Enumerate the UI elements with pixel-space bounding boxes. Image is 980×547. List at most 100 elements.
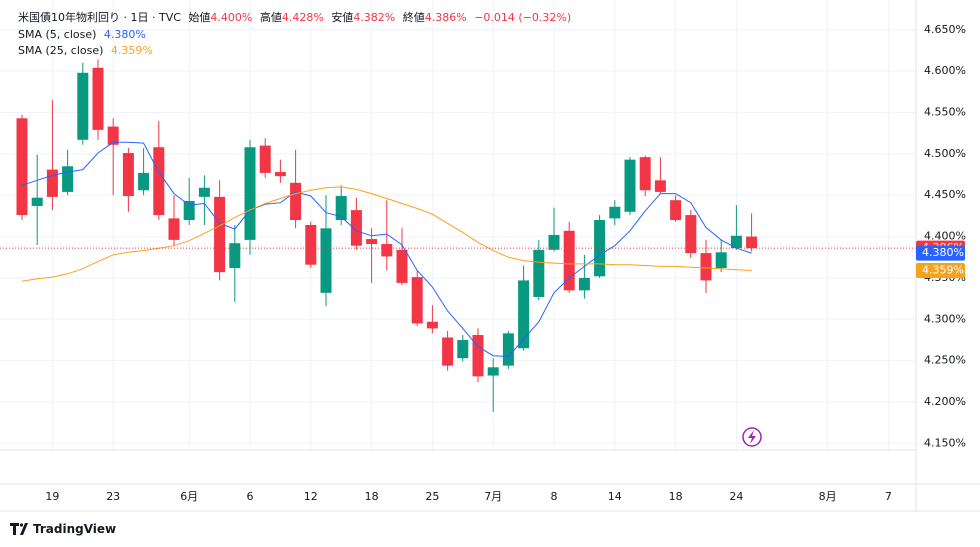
high-label: 高値 xyxy=(260,10,282,24)
candle-body xyxy=(426,321,438,329)
legend-name: SMA (5, close) xyxy=(18,28,96,41)
candle-body xyxy=(259,145,271,173)
y-tick-label: 4.250% xyxy=(924,354,966,367)
legend-sma25: SMA (25, close) 4.359% xyxy=(18,44,153,57)
legend-ohlc: 米国債10年物利回り · 1日 · TVC 始値4.400% 高値4.428% … xyxy=(18,10,571,24)
high-value: 4.428% xyxy=(282,11,324,24)
candle-body xyxy=(518,280,530,349)
price-badge xyxy=(916,262,965,278)
candle-body xyxy=(654,180,666,192)
candle-body xyxy=(138,172,150,191)
x-tick-label: 18 xyxy=(365,490,379,503)
candle-body xyxy=(624,159,636,212)
y-tick-label: 4.200% xyxy=(924,395,966,408)
candle-body xyxy=(320,228,332,293)
low-label: 安値 xyxy=(331,10,353,24)
x-tick-label: 6月 xyxy=(180,490,198,503)
alert-icon[interactable] xyxy=(742,427,762,447)
candle-body xyxy=(548,234,560,250)
brand-logo[interactable]: TradingView xyxy=(10,522,116,536)
y-tick-label: 4.550% xyxy=(924,106,966,119)
candle-body xyxy=(335,196,347,221)
candle-body xyxy=(578,277,590,291)
candle-body xyxy=(639,157,651,191)
candle-body xyxy=(290,182,302,221)
legend: 米国債10年物利回り · 1日 · TVC 始値4.400% 高値4.428% … xyxy=(18,10,571,57)
y-tick-label: 4.500% xyxy=(924,147,966,160)
candle-body xyxy=(670,200,682,221)
candle-body xyxy=(472,335,484,377)
candle-body xyxy=(594,220,606,277)
candle-body xyxy=(229,243,241,269)
candle-body xyxy=(411,277,423,324)
candle-body xyxy=(122,153,134,197)
change: −0.014 (−0.32%) xyxy=(474,11,571,24)
candle-body xyxy=(107,126,119,145)
x-tick-label: 14 xyxy=(608,490,622,503)
candle-body xyxy=(31,197,43,206)
candle-body xyxy=(533,249,545,297)
y-tick-label: 4.300% xyxy=(924,312,966,325)
candle-body xyxy=(350,210,362,246)
close-value: 4.386% xyxy=(425,11,467,24)
y-tick-label: 4.400% xyxy=(924,230,966,243)
candle-body xyxy=(442,337,454,366)
candle-body xyxy=(502,333,514,366)
candle-body xyxy=(183,201,195,221)
legend-name: SMA (25, close) xyxy=(18,44,103,57)
candle-body xyxy=(457,339,469,359)
sma-line xyxy=(21,141,752,358)
price-badge-label: 4.359% xyxy=(922,263,964,276)
x-tick-label: 6 xyxy=(247,490,254,503)
candle-body xyxy=(700,253,712,281)
candle-body xyxy=(746,236,758,249)
legend-sma5: SMA (5, close) 4.380% xyxy=(18,28,146,41)
y-tick-label: 4.450% xyxy=(924,188,966,201)
close-label: 終値 xyxy=(403,10,425,24)
price-badge-label: 4.380% xyxy=(922,246,964,259)
candle-body xyxy=(563,230,575,291)
candle-body xyxy=(609,206,621,219)
x-tick-label: 24 xyxy=(729,490,743,503)
candle-body xyxy=(685,215,697,254)
sma-line xyxy=(21,186,752,282)
brand: TradingView xyxy=(33,522,116,536)
candle-body xyxy=(168,218,180,240)
x-tick-label: 25 xyxy=(425,490,439,503)
x-tick-label: 23 xyxy=(106,490,120,503)
x-tick-label: 19 xyxy=(45,490,59,503)
y-tick-label: 4.650% xyxy=(924,23,966,36)
x-tick-label: 8月 xyxy=(819,490,837,503)
candle-body xyxy=(214,196,226,273)
x-tick-label: 12 xyxy=(304,490,318,503)
candle-body xyxy=(16,118,28,216)
legend-value: 4.380% xyxy=(104,28,146,41)
candle-body xyxy=(487,367,499,376)
grid xyxy=(0,0,916,450)
x-tick-label: 8 xyxy=(551,490,558,503)
x-tick-label: 18 xyxy=(669,490,683,503)
x-tick-label: 7月 xyxy=(484,490,502,503)
candle-body xyxy=(92,67,104,130)
y-tick-label: 4.600% xyxy=(924,64,966,77)
candle-body xyxy=(396,249,408,283)
axes: 4.150%4.200%4.250%4.300%4.350%4.400%4.45… xyxy=(45,23,966,503)
candle-body xyxy=(381,244,393,257)
candle-body xyxy=(366,239,378,245)
candle-body xyxy=(62,166,74,192)
symbol: 米国債10年物利回り · 1日 · TVC xyxy=(18,10,181,24)
candle-body xyxy=(46,169,58,197)
open-value: 4.400% xyxy=(210,11,252,24)
candle-body xyxy=(244,147,256,240)
low-value: 4.382% xyxy=(353,11,395,24)
plot xyxy=(0,59,916,412)
candle-body xyxy=(77,72,89,140)
candle-body xyxy=(198,187,210,197)
candle-body xyxy=(715,252,727,269)
y-tick-label: 4.150% xyxy=(924,436,966,449)
x-tick-label: 7 xyxy=(885,490,892,503)
candle-body xyxy=(730,235,742,249)
candle-body xyxy=(274,172,286,177)
price-badge xyxy=(916,245,965,261)
